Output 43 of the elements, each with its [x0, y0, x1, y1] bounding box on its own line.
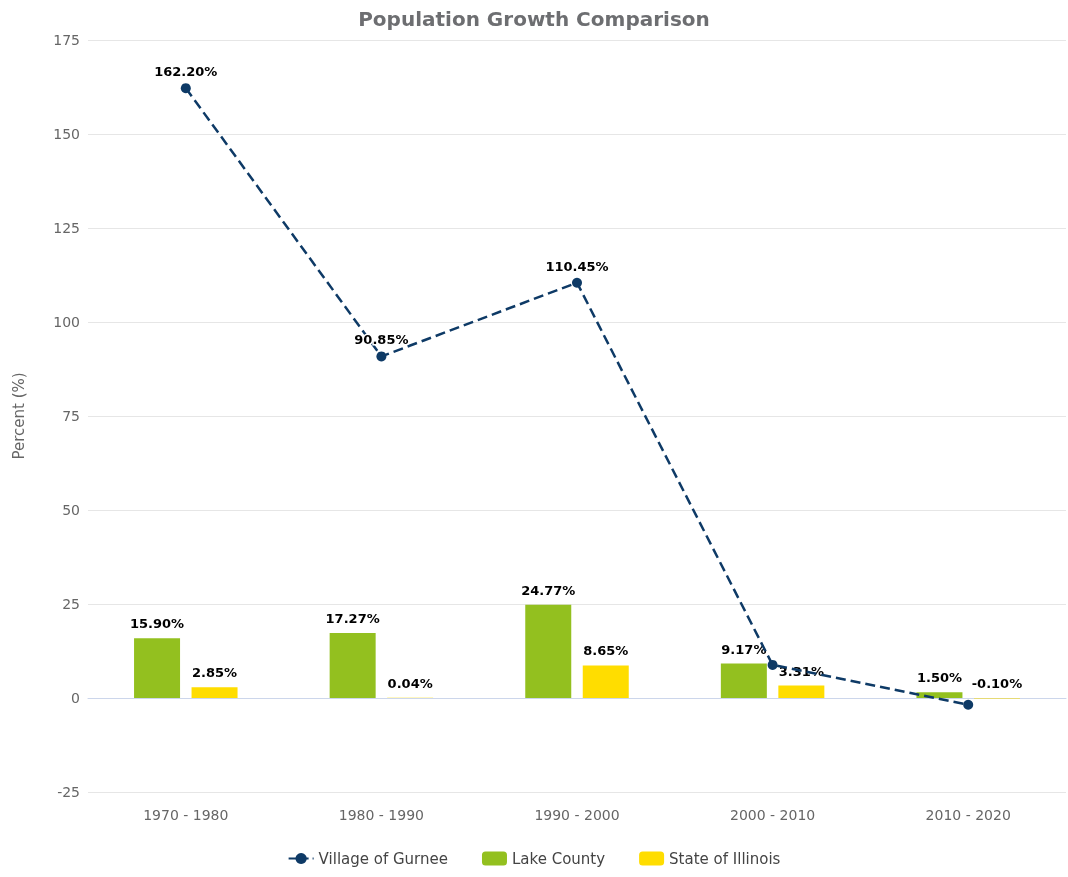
bar [329, 633, 376, 698]
bar [582, 665, 629, 698]
point [963, 699, 974, 710]
data-label: 162.20% [154, 64, 218, 80]
y-tick-label: 125 [53, 220, 80, 236]
y-tick-label: 50 [62, 502, 80, 518]
x-tick-label: 2010 - 2020 [925, 807, 1011, 823]
x-tick-label: 1980 - 1990 [338, 807, 425, 823]
data-label: 1.50% [916, 670, 962, 686]
x-tick-label: 2000 - 2010 [729, 807, 816, 823]
y-tick-label: 150 [53, 126, 80, 142]
data-label: 90.85% [354, 332, 409, 348]
point [180, 83, 191, 94]
bar [525, 604, 572, 698]
data-label: 9.17% [721, 641, 767, 657]
point [376, 351, 387, 362]
legend-label: Village of Gurnee [318, 849, 448, 868]
y-axis-title: Percent (%) [9, 372, 28, 460]
chart-title: Population Growth Comparison [358, 7, 710, 31]
x-tick-label: 1990 - 2000 [534, 807, 620, 823]
bar [720, 663, 767, 698]
point [572, 277, 582, 288]
data-label: 17.27% [325, 611, 380, 627]
legend-label: State of Illinois [669, 849, 781, 868]
y-tick-label: 100 [53, 314, 80, 330]
bar [134, 638, 181, 698]
data-label: 15.90% [129, 616, 185, 632]
y-tick-label: -25 [57, 784, 80, 800]
y-tick-label: 175 [53, 32, 80, 48]
x-tick-label: 1970 - 1980 [143, 807, 229, 823]
y-tick-label: 75 [62, 408, 80, 424]
data-label: 0.04% [387, 675, 433, 691]
data-label: 8.65% [583, 643, 629, 659]
point [767, 659, 778, 670]
y-tick-label: 0 [71, 690, 80, 706]
y-tick-label: 25 [62, 596, 80, 612]
data-label: -0.10% [971, 676, 1023, 691]
bar [191, 687, 238, 698]
data-label: 2.85% [192, 665, 238, 681]
data-label: 110.45% [545, 258, 609, 274]
bar [778, 685, 825, 698]
legend-label: Lake County [511, 849, 606, 868]
data-label: 24.77% [521, 582, 576, 598]
